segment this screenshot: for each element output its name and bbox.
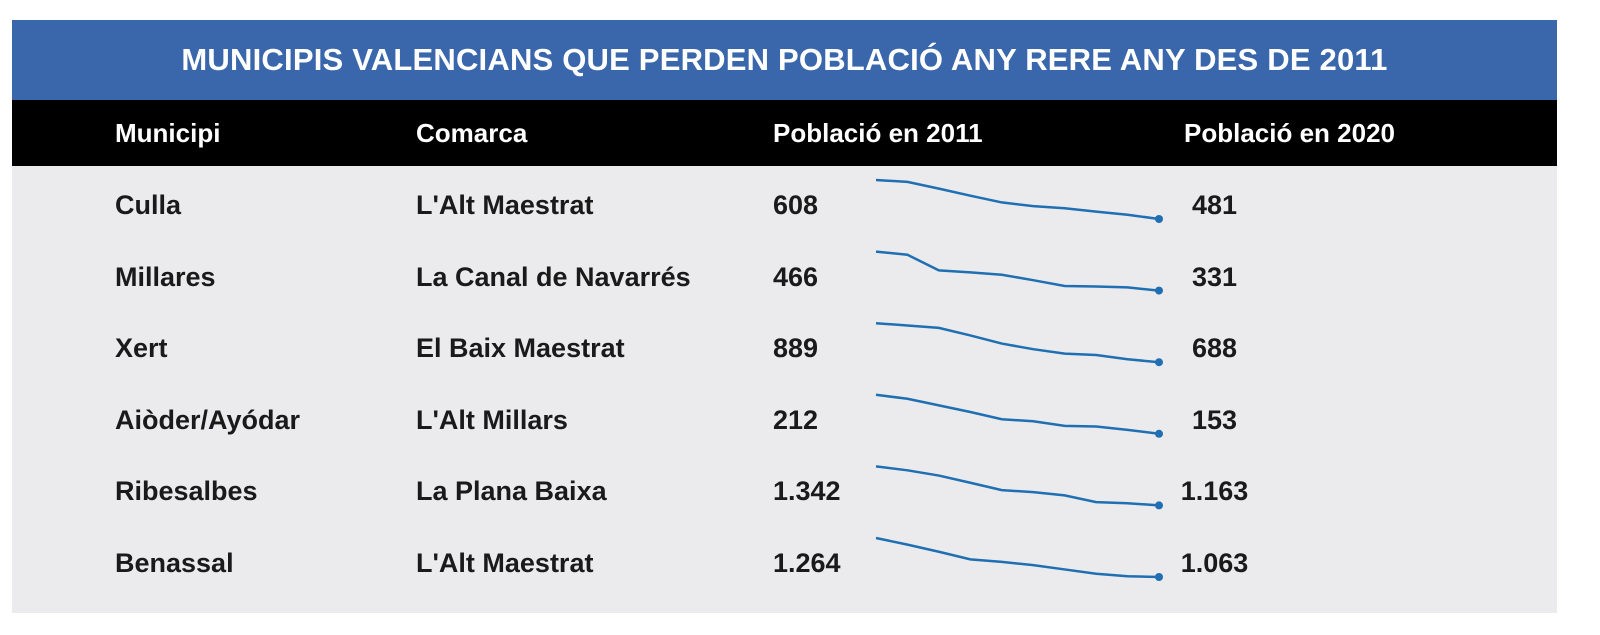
table-row: Ribesalbes La Plana Baixa 1.342 1.163 [12, 455, 1557, 527]
cell-pop2020: 688 [1191, 333, 1238, 364]
cell-comarca: La Plana Baixa [416, 476, 607, 507]
cell-municipi: Aiòder/Ayódar [115, 404, 301, 435]
table-row: Millares La Canal de Navarrés 466 331 [12, 241, 1557, 313]
cell-comarca: L'Alt Maestrat [416, 190, 594, 220]
cell-pop2011: 1.342 [773, 476, 841, 507]
sparkline-ribesalbes [875, 465, 1160, 507]
table-header: Municipi Comarca Població en 2011 Poblac… [12, 100, 1557, 166]
header-pop2020: Població en 2020 [1184, 118, 1395, 148]
sparkline-end-dot [1155, 573, 1163, 581]
header-municipi: Municipi [115, 118, 221, 148]
cell-municipi: Xert [115, 333, 168, 364]
cell-municipi: Benassal [115, 548, 234, 578]
sparklines [875, 178, 1163, 581]
cell-comarca: L'Alt Maestrat [416, 548, 594, 578]
sparkline-end-dot [1155, 358, 1163, 367]
cell-comarca: L'Alt Millars [416, 404, 568, 435]
sparkline-xert [875, 321, 1160, 364]
sparkline-end-dot [1155, 501, 1163, 510]
sparkline-benassal [875, 536, 1160, 579]
sparkline-end-dot [1155, 286, 1163, 295]
header-pop2011: Població en 2011 [773, 118, 983, 148]
cell-pop2011: 1.264 [773, 548, 841, 578]
cell-municipi: Millares [115, 261, 216, 292]
cell-pop2011: 466 [773, 261, 819, 292]
cell-pop2020: 1.063 [1180, 548, 1249, 578]
cell-pop2020: 481 [1191, 190, 1238, 220]
table-row: Aiòder/Ayódar L'Alt Millars 212 153 [12, 384, 1557, 456]
chart-title: MUNICIPIS VALENCIANS QUE PERDEN POBLACIÓ… [12, 20, 1557, 100]
cell-municipi: Culla [115, 190, 182, 220]
sparkline-ai-der-ay-dar [875, 393, 1160, 436]
cell-comarca: La Canal de Navarrés [416, 261, 691, 292]
cell-pop2020: 153 [1191, 404, 1238, 435]
sparkline-millares [875, 250, 1160, 292]
table-row: Benassal L'Alt Maestrat 1.264 1.063 [12, 527, 1557, 599]
cell-comarca: El Baix Maestrat [416, 333, 625, 364]
header-comarca: Comarca [416, 118, 528, 148]
cell-pop2020: 1.163 [1180, 476, 1249, 507]
cell-pop2020: 331 [1191, 261, 1238, 292]
table-row: Culla L'Alt Maestrat 608 481 [12, 169, 1557, 241]
cell-pop2011: 212 [773, 404, 819, 435]
cell-pop2011: 889 [773, 333, 819, 364]
sparkline-end-dot [1155, 215, 1163, 223]
cell-pop2011: 608 [773, 190, 819, 220]
table-row: Xert El Baix Maestrat 889 688 [12, 312, 1557, 384]
table-card: MUNICIPIS VALENCIANS QUE PERDEN POBLACIÓ… [12, 20, 1557, 613]
sparkline-end-dot [1155, 429, 1163, 438]
sparkline-culla [875, 178, 1160, 221]
cell-municipi: Ribesalbes [115, 476, 258, 507]
